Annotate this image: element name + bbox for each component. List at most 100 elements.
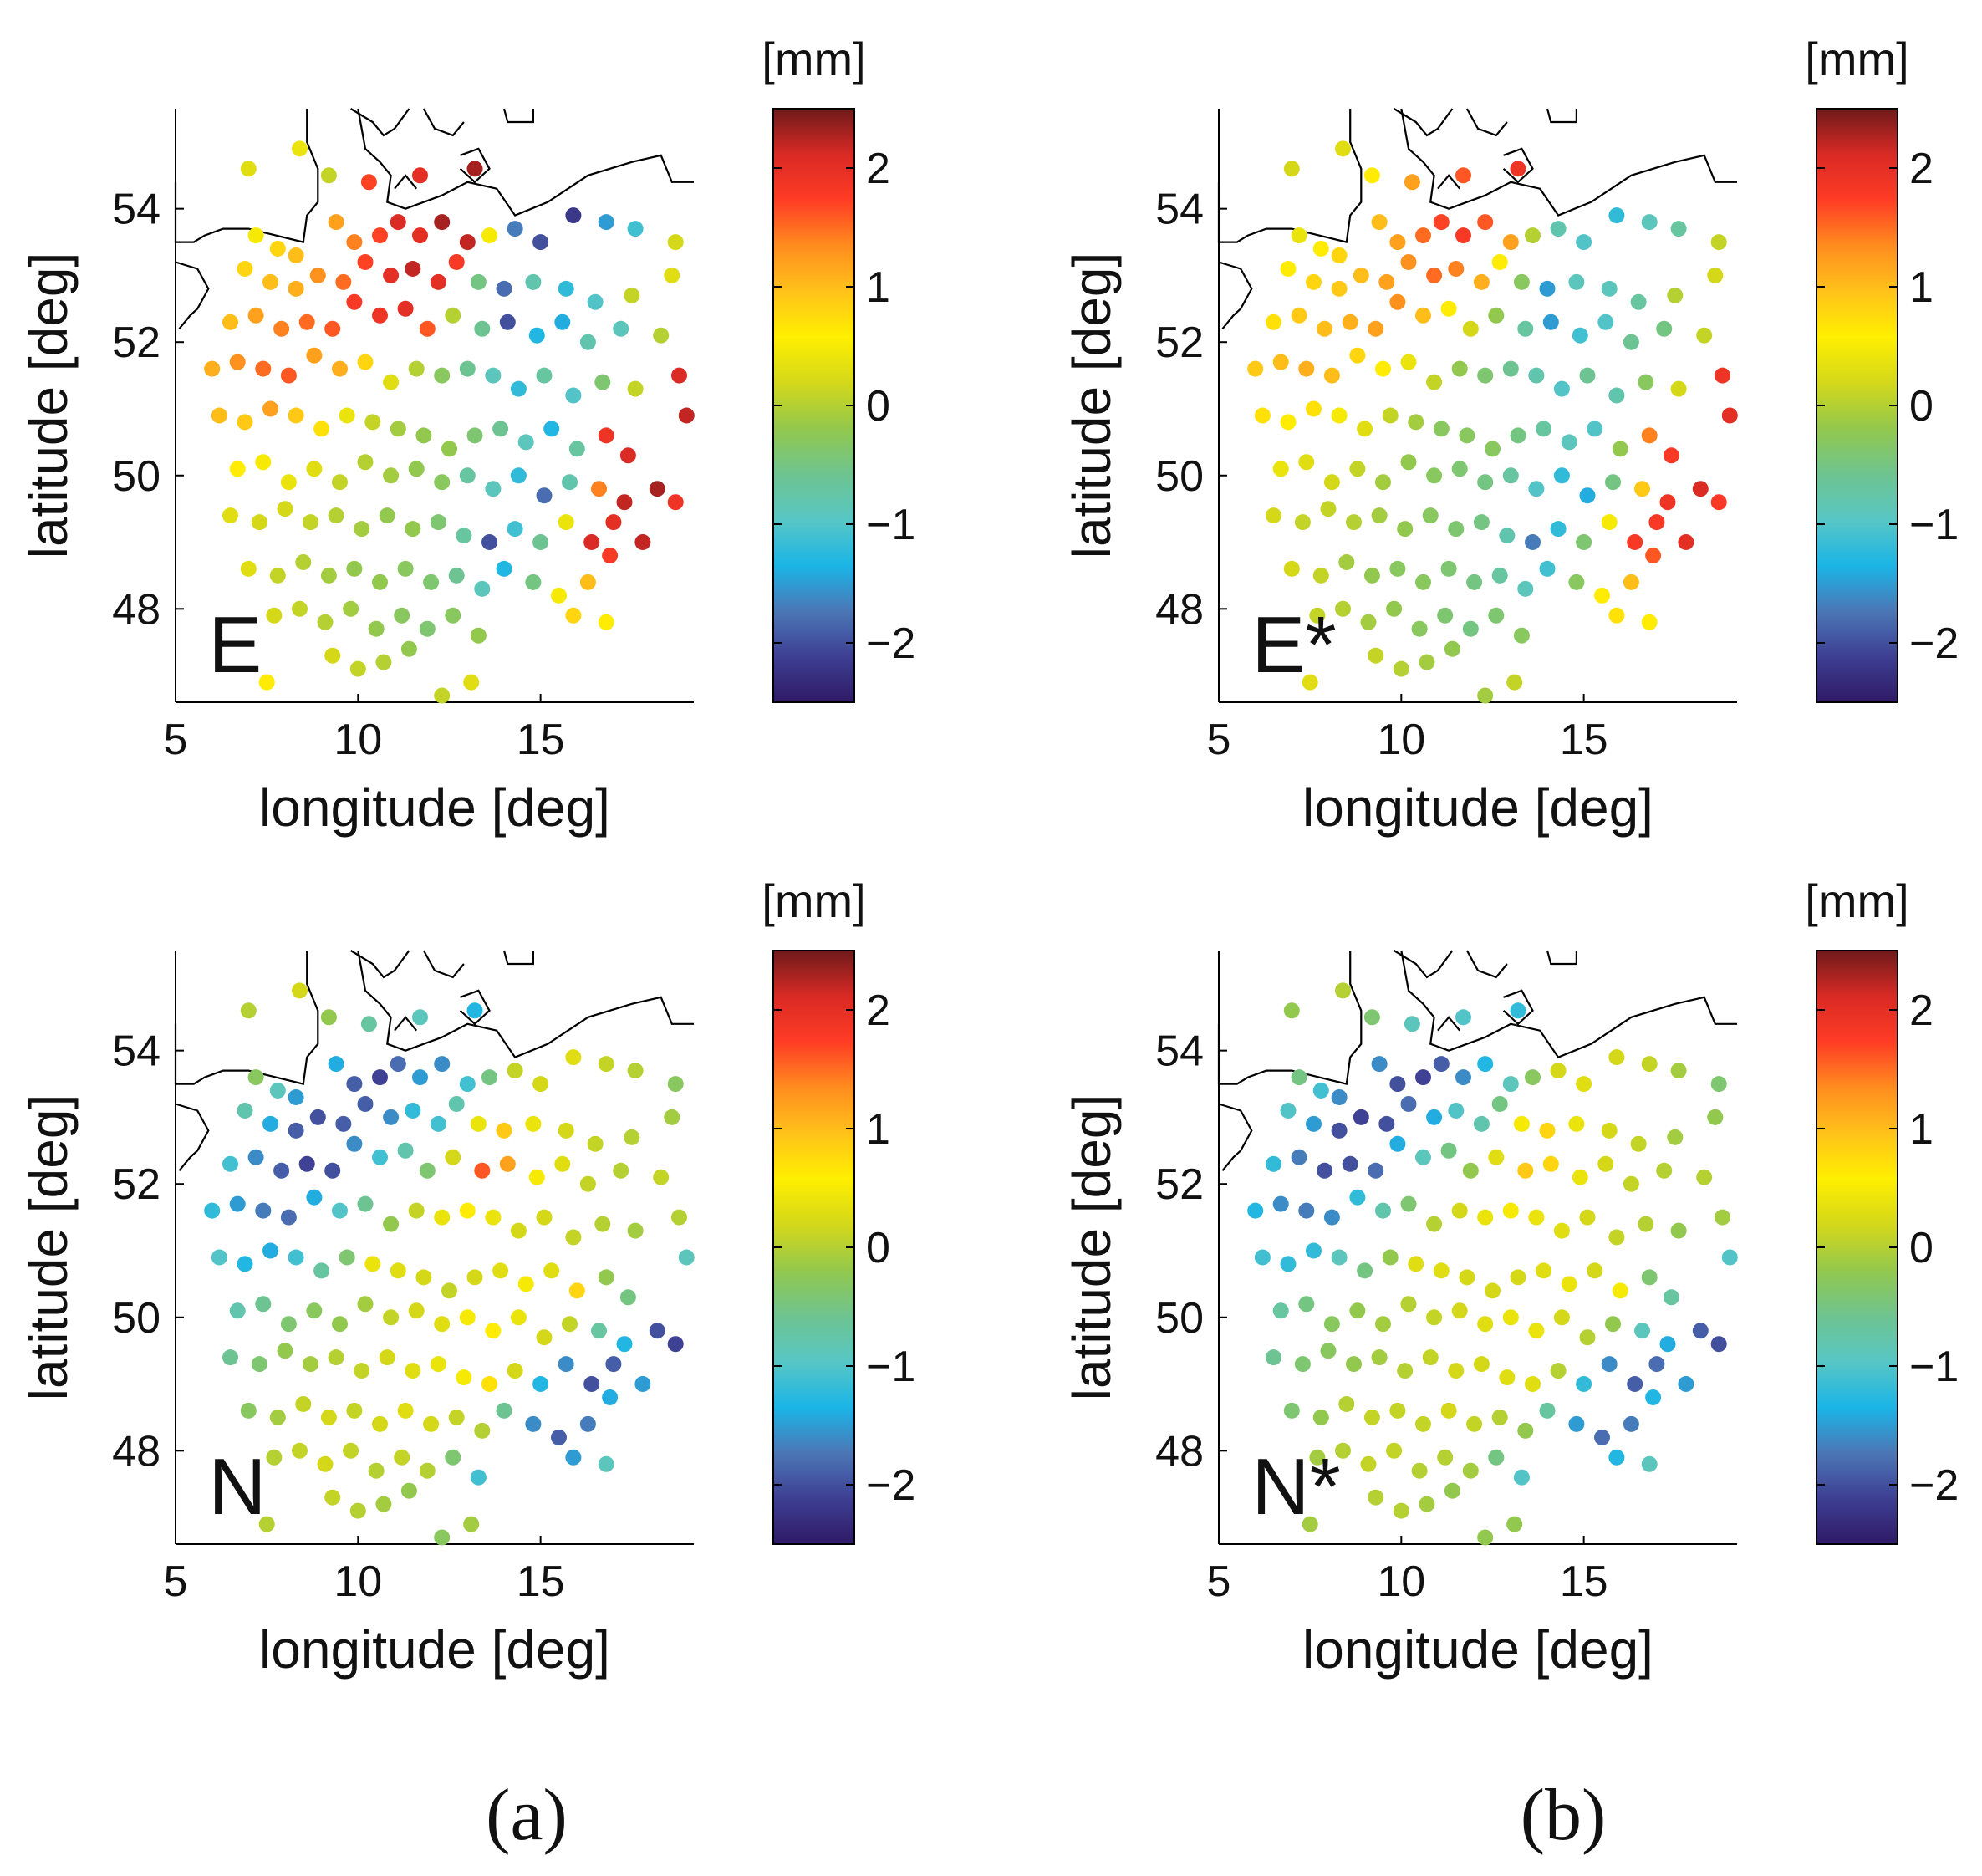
panel-label: N* [1251,1442,1341,1532]
station-point [496,560,512,577]
station-point [1623,574,1639,590]
station-point [394,607,410,624]
station-point [372,574,388,590]
station-point [536,1329,553,1346]
station-point [1670,1063,1687,1079]
station-point [678,407,695,424]
station-point [598,614,614,630]
station-point [415,427,432,444]
station-point [525,273,542,290]
station-point [1254,407,1271,424]
station-point [470,627,487,644]
x-axis-label: longitude [deg] [1302,777,1653,838]
station-point [269,1409,286,1425]
station-point [372,1415,388,1432]
station-point [1513,1115,1530,1132]
station-point [1587,421,1603,437]
station-point [1710,1076,1727,1093]
station-point [346,234,363,251]
station-point [1579,1329,1596,1346]
station-point [653,327,670,344]
station-point [1477,1056,1494,1073]
station-point [671,367,687,384]
station-point [357,1195,374,1212]
y-tick-label: 50 [112,452,160,501]
station-point [262,400,278,417]
station-point [1320,1343,1337,1359]
station-point [1645,548,1662,563]
station-point [430,273,446,290]
station-point [1513,273,1530,290]
station-point [1477,1529,1494,1546]
station-point [1346,514,1362,531]
station-point [262,1115,278,1132]
station-point [499,1155,516,1172]
station-point [1550,1363,1567,1379]
x-tick-label: 10 [334,716,382,764]
station-point [419,620,436,637]
station-point [434,1529,451,1546]
station-point [1353,1109,1369,1125]
station-point [1353,267,1369,283]
station-point [258,1516,275,1532]
station-point [1601,280,1618,297]
station-point [565,607,582,624]
station-point [266,1449,283,1466]
station-point [510,467,527,484]
station-point [1715,367,1730,384]
station-point [375,1496,392,1512]
station-point [237,261,253,277]
station-point [383,267,400,283]
station-point [1338,554,1355,570]
station-point [1630,1135,1647,1152]
station-point [237,1256,253,1272]
station-point [320,1409,337,1425]
x-tick-label: 10 [1377,716,1425,764]
station-point [1415,574,1431,590]
station-point [1448,261,1465,277]
station-point [1371,1056,1388,1073]
station-point [1272,1195,1289,1212]
station-point [379,507,395,524]
coastline [175,1103,210,1171]
station-point [583,534,600,550]
station-point [1386,600,1403,617]
colorbar-tick-label: 0 [1909,1224,1934,1272]
station-point [211,1249,227,1266]
station-point [558,1356,574,1373]
coastline [394,174,418,190]
colorbar-unit-label: [mm] [1805,33,1908,85]
station-point [1298,1202,1315,1219]
station-point [280,1209,297,1226]
station-point [372,227,388,244]
coastline [1437,1016,1461,1032]
station-point [324,647,341,664]
station-point [1696,1169,1713,1185]
station-point [1291,227,1307,244]
station-point [543,421,560,437]
station-point [349,660,366,677]
station-point [292,600,308,617]
station-point [1440,1142,1457,1159]
station-point [1473,1115,1490,1132]
station-point [667,1076,684,1093]
station-point [434,474,451,491]
x-tick-label: 15 [517,1557,565,1606]
station-point [1451,360,1468,377]
colorbar-tick-label: −1 [866,1343,915,1391]
station-point [1389,1135,1406,1152]
station-point [1455,167,1471,184]
station-point [1346,1356,1362,1373]
station-point [1597,314,1614,330]
station-point [1641,214,1658,231]
station-point [562,474,578,491]
station-point [229,354,246,370]
station-point [1576,234,1592,251]
station-point [1426,1309,1443,1326]
station-point [1272,354,1289,370]
station-point [1382,1249,1399,1266]
station-point [470,1115,487,1132]
station-point [1320,501,1337,517]
station-point [1459,427,1475,444]
station-point [1360,1455,1377,1472]
